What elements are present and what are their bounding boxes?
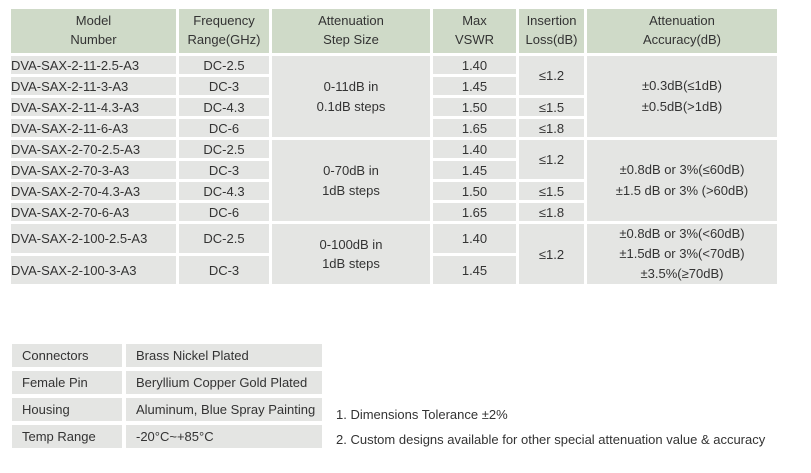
table-row: DVA-SAX-2-11-4.3-A3 DC-4.3 1.50 ≤1.5 [11,98,777,116]
table-row: DVA-SAX-2-100-3-A3 DC-3 1.45 [11,255,777,285]
vswr-cell: 1.40 [433,140,516,158]
freq-cell: DC-4.3 [179,98,269,116]
step-cell: 0-70dB in 1dB steps [272,140,430,221]
materials-spec-table: Connectors Brass Nickel Plated Female Pi… [8,340,326,452]
table-row: DVA-SAX-2-11-2.5-A3 DC-2.5 0-11dB in 0.1… [11,56,777,137]
header-insertion-loss: Insertion Loss(dB) [519,9,584,53]
header-model-number: Model Number [11,9,176,53]
loss-cell: ≤1.2 [519,224,584,285]
model-cell: DVA-SAX-2-70-3-A3 [11,161,176,179]
freq-cell: DC-6 [179,203,269,221]
freq-cell: DC-2.5 [179,224,269,253]
spec-row: Temp Range -20°C~+85°C [12,425,322,448]
spec-label: Female Pin [12,371,122,394]
table-row: DVA-SAX-2-11-3-A3 DC-3 1.45 [11,77,777,95]
model-cell: DVA-SAX-2-100-3-A3 [11,255,176,285]
step-cell: 0-100dB in 1dB steps [272,224,430,285]
table-row: DVA-SAX-2-100-2.5-A3 DC-2.5 0-100dB in 1… [11,224,777,285]
freq-cell: DC-3 [179,161,269,179]
table-header-row: Model Number Frequency Range(GHz) Attenu… [11,9,777,53]
table-row: DVA-SAX-2-70-6-A3 DC-6 1.65 ≤1.8 [11,203,777,221]
vswr-cell: 1.45 [433,161,516,179]
loss-cell: ≤1.5 [519,98,584,116]
spec-value: Aluminum, Blue Spray Painting [126,398,322,421]
model-cell: DVA-SAX-2-70-4.3-A3 [11,182,176,200]
attenuator-spec-table: Model Number Frequency Range(GHz) Attenu… [8,6,780,287]
vswr-cell: 1.50 [433,98,516,116]
vswr-cell: 1.45 [433,77,516,95]
spec-row: Connectors Brass Nickel Plated [12,344,322,367]
footnotes: 1. Dimensions Tolerance ±2% 2. Custom de… [336,402,765,452]
accuracy-cell: ±0.8dB or 3%(≤60dB) ±1.5 dB or 3% (>60dB… [587,140,777,221]
spec-label: Housing [12,398,122,421]
model-cell: DVA-SAX-2-11-2.5-A3 [11,56,176,74]
freq-cell: DC-6 [179,119,269,137]
spec-value: Brass Nickel Plated [126,344,322,367]
freq-cell: DC-3 [179,77,269,95]
loss-cell: ≤1.8 [519,203,584,221]
model-cell: DVA-SAX-2-11-3-A3 [11,77,176,95]
accuracy-cell: ±0.3dB(≤1dB) ±0.5dB(>1dB) [587,56,777,137]
table-row: DVA-SAX-2-70-4.3-A3 DC-4.3 1.50 ≤1.5 [11,182,777,200]
table-row: DVA-SAX-2-70-2.5-A3 DC-2.5 0-70dB in 1dB… [11,140,777,221]
model-cell: DVA-SAX-2-70-6-A3 [11,203,176,221]
note-dimensions-tolerance: 1. Dimensions Tolerance ±2% [336,407,508,422]
model-cell: DVA-SAX-2-11-4.3-A3 [11,98,176,116]
model-cell: DVA-SAX-2-11-6-A3 [11,119,176,137]
spec-row: Female Pin Beryllium Copper Gold Plated [12,371,322,394]
vswr-cell: 1.40 [433,224,516,253]
table-row: DVA-SAX-2-70-3-A3 DC-3 1.45 [11,161,777,179]
header-frequency-range: Frequency Range(GHz) [179,9,269,53]
loss-cell: ≤1.5 [519,182,584,200]
loss-cell: ≤1.2 [519,140,584,179]
vswr-cell: 1.40 [433,56,516,74]
spec-value: Beryllium Copper Gold Plated [126,371,322,394]
vswr-cell: 1.65 [433,203,516,221]
model-cell: DVA-SAX-2-100-2.5-A3 [11,224,176,253]
spec-value: -20°C~+85°C [126,425,322,448]
vswr-cell: 1.65 [433,119,516,137]
header-attenuation-accuracy: Attenuation Accuracy(dB) [587,9,777,53]
loss-cell: ≤1.8 [519,119,584,137]
vswr-cell: 1.50 [433,182,516,200]
freq-cell: DC-4.3 [179,182,269,200]
loss-cell: ≤1.2 [519,56,584,95]
freq-cell: DC-2.5 [179,56,269,74]
freq-cell: DC-3 [179,255,269,285]
step-cell: 0-11dB in 0.1dB steps [272,56,430,137]
header-attenuation-step: Attenuation Step Size [272,9,430,53]
spec-label: Connectors [12,344,122,367]
note-custom-designs: 2. Custom designs available for other sp… [336,432,766,447]
freq-cell: DC-2.5 [179,140,269,158]
accuracy-cell: ±0.8dB or 3%(<60dB) ±1.5dB or 3%(<70dB) … [587,224,777,285]
spec-label: Temp Range [12,425,122,448]
header-max-vswr: Max VSWR [433,9,516,53]
table-row: DVA-SAX-2-11-6-A3 DC-6 1.65 ≤1.8 [11,119,777,137]
spec-row: Housing Aluminum, Blue Spray Painting [12,398,322,421]
model-cell: DVA-SAX-2-70-2.5-A3 [11,140,176,158]
vswr-cell: 1.45 [433,255,516,285]
